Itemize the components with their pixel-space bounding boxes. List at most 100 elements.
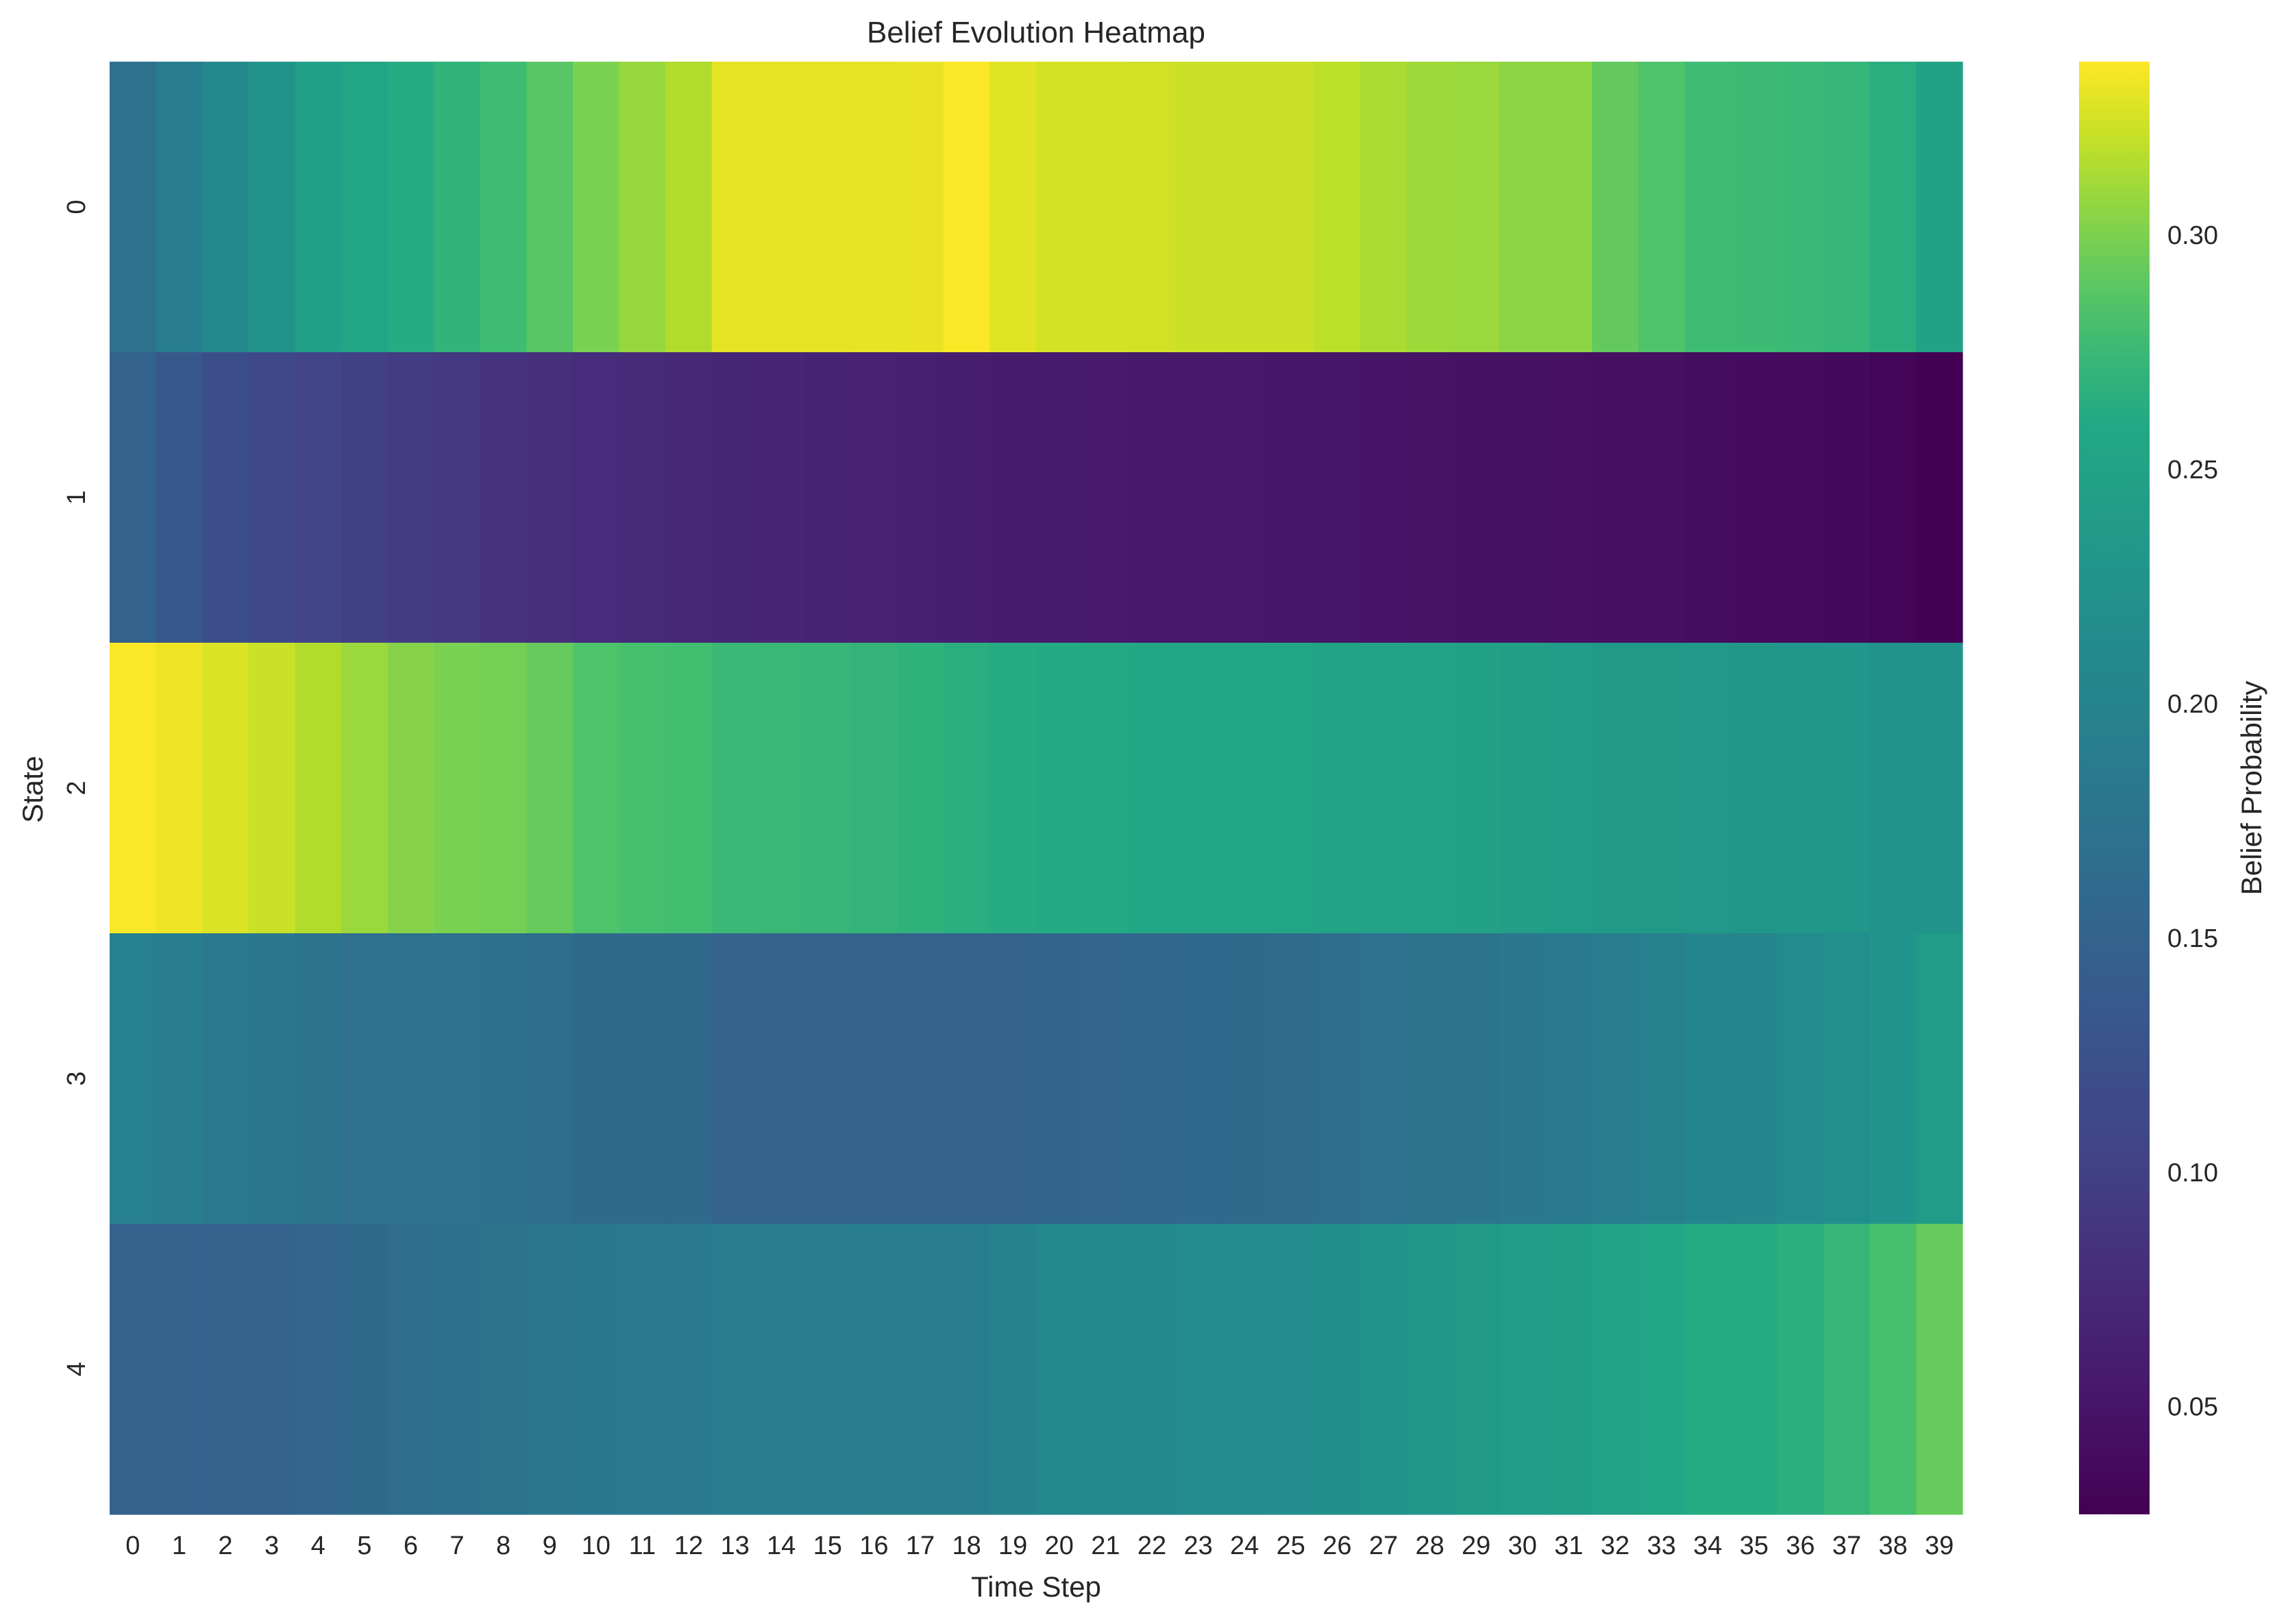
heatmap-cell: [758, 1224, 805, 1515]
heatmap-cell: [1684, 1224, 1732, 1515]
heatmap-cell: [1268, 643, 1315, 934]
x-tick-label: 4: [311, 1531, 325, 1560]
x-tick-label: 0: [125, 1531, 140, 1560]
heatmap-cell: [387, 1224, 434, 1515]
heatmap-cell: [480, 933, 527, 1225]
heatmap-cell: [897, 643, 944, 934]
heatmap-cell: [758, 643, 805, 934]
heatmap-cell: [341, 933, 389, 1225]
heatmap-cell: [943, 62, 990, 353]
x-tick-label: 6: [404, 1531, 418, 1560]
x-tick-label: 34: [1693, 1531, 1722, 1560]
colorbar-tick-label: 0.05: [2167, 1393, 2218, 1422]
heatmap-cell: [1036, 933, 1083, 1225]
heatmap-cell: [989, 933, 1037, 1225]
heatmap-cell: [1869, 1224, 1917, 1515]
heatmap-cell: [1314, 933, 1361, 1225]
heatmap-cell: [1268, 352, 1315, 643]
heatmap-cell: [1268, 1224, 1315, 1515]
x-tick-label: 8: [496, 1531, 511, 1560]
heatmap-cell: [1823, 62, 1871, 353]
colorbar: [2079, 62, 2150, 1514]
heatmap-cell: [1731, 1224, 1778, 1515]
heatmap-cell: [1360, 62, 1407, 353]
heatmap-cell: [1684, 643, 1732, 934]
heatmap-cell: [619, 643, 666, 934]
heatmap-cell: [758, 62, 805, 353]
heatmap-cell: [480, 1224, 527, 1515]
heatmap-cell: [1360, 643, 1407, 934]
y-tick-label: 0: [62, 199, 91, 214]
x-tick-label: 2: [218, 1531, 232, 1560]
heatmap-cell: [156, 933, 203, 1225]
y-tick-label: 1: [62, 490, 91, 504]
heatmap-cell: [850, 1224, 898, 1515]
heatmap-cell: [202, 62, 249, 353]
heatmap-cell: [1916, 62, 1963, 353]
heatmap-cell: [1638, 62, 1685, 353]
x-tick-label: 27: [1369, 1531, 1398, 1560]
heatmap-cell: [1174, 352, 1222, 643]
x-tick-label: 25: [1277, 1531, 1305, 1560]
heatmap-cell: [110, 352, 157, 643]
heatmap-cell: [711, 62, 759, 353]
heatmap-cell: [1174, 643, 1222, 934]
heatmap-cell: [804, 933, 852, 1225]
heatmap-cell: [1129, 352, 1176, 643]
heatmap-cell: [1268, 933, 1315, 1225]
heatmap-cell: [665, 643, 713, 934]
colorbar-tick-label: 0.10: [2167, 1159, 2218, 1188]
heatmap-cell: [1453, 62, 1500, 353]
colorbar-tick-label: 0.15: [2167, 924, 2218, 953]
heatmap-cell: [573, 62, 620, 353]
heatmap-cell: [1174, 933, 1222, 1225]
heatmap-cell: [1406, 62, 1453, 353]
heatmap-cell: [1777, 933, 1824, 1225]
x-tick-label: 22: [1137, 1531, 1166, 1560]
heatmap-cell: [295, 643, 342, 934]
heatmap-cell: [434, 643, 481, 934]
y-tick-label: 2: [62, 780, 91, 795]
heatmap-cell: [1916, 352, 1963, 643]
x-tick-label: 5: [357, 1531, 371, 1560]
heatmap-cell: [1638, 352, 1685, 643]
x-tick-label: 7: [450, 1531, 464, 1560]
heatmap-cell: [897, 352, 944, 643]
heatmap-cell: [1036, 643, 1083, 934]
heatmap-cell: [1082, 933, 1129, 1225]
heatmap-cell: [1453, 933, 1500, 1225]
heatmap-cell: [110, 933, 157, 1225]
heatmap-cell: [434, 1224, 481, 1515]
heatmap-cell: [156, 1224, 203, 1515]
heatmap-cell: [1129, 643, 1176, 934]
heatmap-cell: [248, 933, 295, 1225]
x-tick-label: 10: [582, 1531, 611, 1560]
heatmap-cell: [804, 643, 852, 934]
heatmap-cell: [1869, 643, 1917, 934]
heatmap-cell: [804, 62, 852, 353]
heatmap-cell: [1731, 933, 1778, 1225]
heatmap-cell: [1360, 1224, 1407, 1515]
heatmap-cell: [1684, 933, 1732, 1225]
heatmap-cell: [1777, 62, 1824, 353]
heatmap-cell: [1221, 1224, 1268, 1515]
heatmap-cell: [1869, 62, 1917, 353]
heatmap-cell: [804, 352, 852, 643]
heatmap-cell: [1592, 352, 1639, 643]
heatmap-cell: [248, 352, 295, 643]
heatmap-cell: [619, 62, 666, 353]
heatmap-cell: [573, 1224, 620, 1515]
colorbar-tick-label: 0.20: [2167, 690, 2218, 719]
heatmap-cell: [1036, 352, 1083, 643]
heatmap-cell: [573, 933, 620, 1225]
x-tick-label: 18: [952, 1531, 981, 1560]
heatmap-cell: [1221, 62, 1268, 353]
colorbar-tick-label: 0.25: [2167, 456, 2218, 484]
heatmap-cell: [526, 62, 574, 353]
heatmap-cell: [110, 1224, 157, 1515]
x-tick-label: 29: [1462, 1531, 1490, 1560]
heatmap-cell: [1129, 1224, 1176, 1515]
heatmap-cell: [526, 1224, 574, 1515]
heatmap-cell: [156, 352, 203, 643]
